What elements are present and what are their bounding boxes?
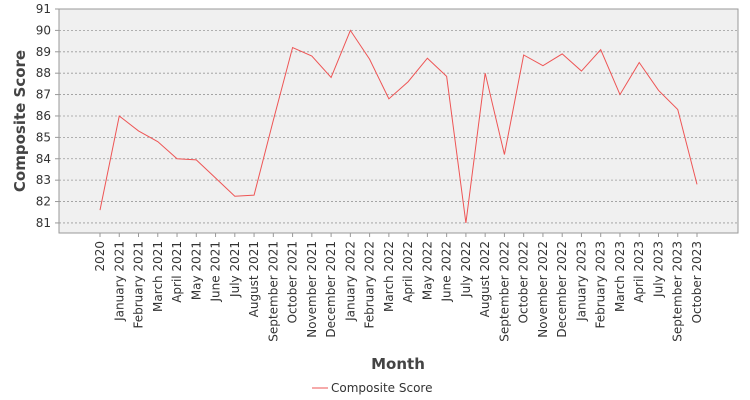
y-tick-label: 88 — [36, 66, 51, 80]
legend-label: Composite Score — [331, 381, 432, 395]
x-tick-label: July 2021 — [228, 241, 242, 298]
x-tick-label: April 2021 — [170, 241, 184, 303]
x-tick-label: 2020 — [93, 241, 107, 272]
x-tick-label: October 2023 — [690, 241, 704, 323]
y-tick-label: 86 — [36, 109, 51, 123]
x-tick-label: May 2021 — [189, 241, 203, 300]
y-tick-label: 90 — [36, 23, 51, 37]
x-tick-label: November 2022 — [536, 241, 550, 338]
x-tick-label: October 2021 — [286, 241, 300, 323]
x-tick-label: August 2021 — [247, 241, 261, 317]
x-tick-label: February 2023 — [594, 241, 608, 329]
x-tick-label: January 2021 — [112, 241, 126, 322]
x-tick-label: January 2023 — [574, 241, 588, 322]
x-tick-label: November 2021 — [305, 241, 319, 338]
y-tick-label: 87 — [36, 88, 51, 102]
x-tick-label: February 2021 — [132, 241, 146, 329]
x-tick-label: June 2022 — [440, 241, 454, 303]
x-tick-label: September 2021 — [266, 241, 280, 342]
x-tick-label: March 2021 — [151, 241, 165, 312]
series-line — [99, 29, 698, 224]
x-tick-label: March 2022 — [382, 241, 396, 312]
plot-area — [58, 8, 739, 234]
x-tick-label: January 2022 — [343, 241, 357, 322]
y-tick-label: 89 — [36, 45, 51, 59]
y-tick-label: 82 — [36, 195, 51, 209]
x-tick-label: December 2022 — [555, 241, 569, 338]
y-tick-label: 84 — [36, 152, 51, 166]
x-tick-label: September 2023 — [671, 241, 685, 342]
x-tick-label: June 2021 — [209, 241, 223, 303]
x-tick-label: April 2023 — [632, 241, 646, 303]
x-tick-label: May 2022 — [420, 241, 434, 300]
y-axis-label: Composite Score — [11, 50, 29, 192]
x-tick-label: August 2022 — [478, 241, 492, 317]
x-tick-label: April 2022 — [401, 241, 415, 303]
y-tick-label: 85 — [36, 130, 51, 144]
x-tick-label: February 2022 — [363, 241, 377, 329]
x-axis-label: Month — [371, 355, 425, 373]
x-tick-label: September 2022 — [497, 241, 511, 342]
x-tick-label: October 2022 — [517, 241, 531, 323]
x-tick-label: July 2023 — [651, 241, 665, 298]
x-tick-label: July 2022 — [459, 241, 473, 298]
y-tick-label: 83 — [36, 173, 51, 187]
x-tick-label: March 2023 — [613, 241, 627, 312]
x-tick-label: December 2021 — [324, 241, 338, 338]
y-tick-label: 81 — [36, 216, 51, 230]
y-tick-label: 91 — [36, 2, 51, 16]
